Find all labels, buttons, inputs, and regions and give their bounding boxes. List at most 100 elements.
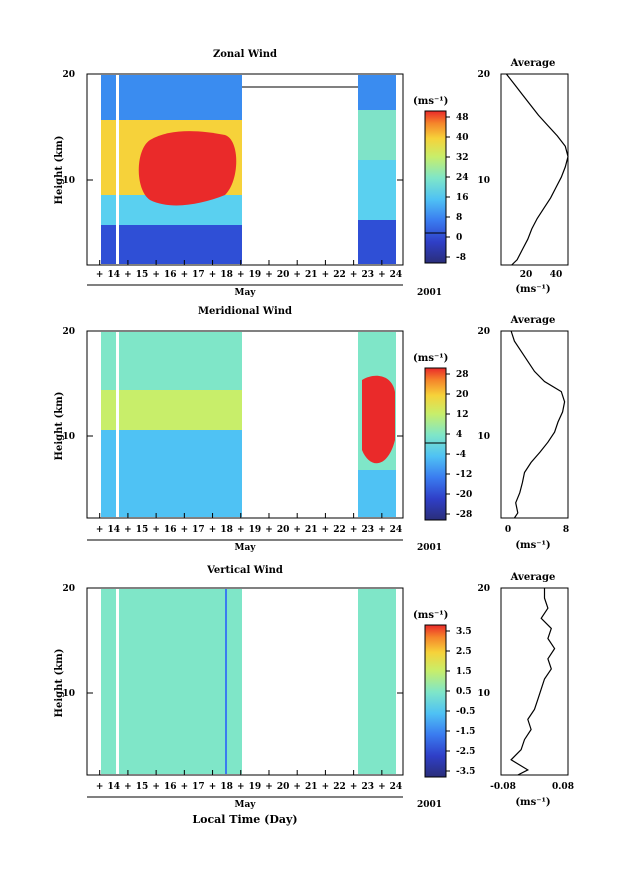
day-separator-mark: + — [293, 525, 301, 535]
panel-title: Vertical Wind — [206, 565, 283, 576]
month-label: May — [234, 288, 256, 298]
colorbar-unit: (ms⁻¹) — [413, 610, 448, 621]
vertical-average-profile-line — [510, 588, 556, 776]
meridional-left-band — [101, 390, 242, 430]
colorbar-tick-label: 16 — [456, 193, 469, 203]
day-separator-mark: + — [152, 525, 160, 535]
day-tick-label: 22 — [333, 525, 346, 535]
y-tick-10: 10 — [62, 689, 75, 699]
vertical-data-gap-line — [116, 589, 119, 774]
meridional-colorbar — [424, 367, 447, 521]
zonal-average-frame — [500, 73, 569, 266]
day-separator-mark: + — [378, 270, 386, 280]
y-axis-label: Height (km) — [54, 649, 65, 718]
avg-x-label: (ms⁻¹) — [515, 284, 550, 295]
colorbar-unit: (ms⁻¹) — [413, 96, 448, 107]
zonal-band-low — [101, 222, 242, 264]
day-separator-mark: + — [96, 525, 104, 535]
avg-x-tick: 40 — [550, 270, 563, 280]
day-tick-label: 19 — [249, 270, 262, 280]
day-tick-label: 14 — [108, 270, 121, 280]
y-tick-10: 10 — [62, 432, 75, 442]
vertical-colorbar-ticks: 3.5 2.5 1.5 0.5 -0.5 -1.5 -2.5 -3.5 — [446, 627, 475, 777]
colorbar-tick-label: 12 — [456, 410, 469, 420]
colorbar-tick-label: -28 — [456, 510, 472, 520]
avg-x-tick: 0 — [505, 525, 511, 535]
day-separator-mark: + — [293, 782, 301, 792]
day-separator-mark: + — [350, 782, 358, 792]
avg-y-tick-10: 10 — [477, 689, 490, 699]
zonal-colorbar-ticks: 48 40 32 24 16 8 0 -8 — [446, 113, 469, 263]
colorbar-tick-label: 48 — [456, 113, 469, 123]
vertical-day-axis: 14+ 15+ 16+ 17+ 18+ 19+ 20+ 21+ 22+ 23+ 24+ — [96, 770, 402, 792]
day-separator-mark: + — [237, 270, 245, 280]
panel-title: Zonal Wind — [213, 49, 277, 60]
zonal-plot-frame — [86, 73, 404, 266]
day-separator-mark: + — [378, 525, 386, 535]
day-separator-mark: + — [265, 270, 273, 280]
colorbar-tick-label: 4 — [456, 430, 462, 440]
day-tick-label: 18 — [220, 525, 233, 535]
y-tick-20: 20 — [62, 327, 75, 337]
panel-title: Meridional Wind — [198, 306, 292, 317]
day-tick-label: 20 — [277, 782, 290, 792]
day-separator-mark: + — [124, 525, 132, 535]
day-separator-mark: + — [350, 270, 358, 280]
zonal-wind-panel: Zonal Wind 20 10 Height (km) (ms⁻¹) 484 — [54, 49, 569, 298]
day-tick-label: 16 — [164, 270, 177, 280]
meridional-right-core — [362, 375, 395, 464]
y-tick-10: 10 — [62, 176, 75, 186]
colorbar-tick-label: 0.5 — [456, 687, 472, 697]
y-tick-20: 20 — [62, 584, 75, 594]
day-tick-label: 22 — [333, 782, 346, 792]
y-tick-20: 20 — [62, 70, 75, 80]
day-separator-mark: + — [293, 270, 301, 280]
day-tick-label: 24 — [390, 270, 403, 280]
day-separator-mark: + — [124, 270, 132, 280]
day-tick-label: 24 — [390, 782, 403, 792]
vertical-average-frame — [500, 587, 569, 776]
day-tick-label: 23 — [361, 525, 374, 535]
colorbar-tick-label: -20 — [456, 490, 472, 500]
day-tick-label: 16 — [164, 525, 177, 535]
x-axis-label: Local Time (Day) — [192, 813, 297, 826]
month-label: May — [234, 800, 256, 810]
vertical-plot-frame — [86, 587, 404, 776]
zonal-right-mid — [358, 110, 396, 160]
colorbar-tick-label: 3.5 — [456, 627, 472, 637]
vertical-right-block — [358, 589, 396, 774]
day-separator-mark: + — [209, 782, 217, 792]
day-separator-mark: + — [152, 270, 160, 280]
day-separator-mark: + — [322, 270, 330, 280]
day-separator-mark: + — [265, 525, 273, 535]
vertical-left-block — [101, 589, 242, 774]
day-separator-mark: + — [265, 782, 273, 792]
colorbar-tick-label: -2.5 — [456, 747, 475, 757]
colorbar-tick-label: 2.5 — [456, 647, 472, 657]
zonal-right-top — [358, 75, 396, 110]
vertical-wind-panel: Vertical Wind 20 10 Height (km) (ms⁻¹) 3… — [54, 565, 574, 826]
colorbar-tick-label: 24 — [456, 173, 469, 183]
meridional-plot-frame — [86, 330, 404, 519]
vertical-colorbar — [424, 624, 447, 778]
colorbar-tick-label: 40 — [456, 133, 469, 143]
day-tick-label: 19 — [249, 782, 262, 792]
avg-y-tick-10: 10 — [477, 432, 490, 442]
avg-y-tick-20: 20 — [477, 327, 490, 337]
zonal-average-profile-line — [505, 73, 569, 266]
day-separator-mark: + — [237, 782, 245, 792]
day-separator-mark: + — [96, 782, 104, 792]
year-label: 2001 — [417, 543, 442, 553]
meridional-left-lower — [101, 430, 242, 517]
day-separator-mark: + — [237, 525, 245, 535]
colorbar-tick-label: 8 — [456, 213, 462, 223]
meridional-colorbar-ticks: 28 20 12 4 -4 -12 -20 -28 — [446, 370, 472, 520]
avg-x-tick: 20 — [520, 270, 533, 280]
vertical-dark-stripe — [225, 589, 227, 774]
avg-x-label: (ms⁻¹) — [515, 540, 550, 551]
meridional-data-gap-line — [116, 332, 119, 517]
average-title: Average — [510, 572, 556, 583]
day-separator-mark: + — [209, 270, 217, 280]
day-separator-mark: + — [152, 782, 160, 792]
day-separator-mark: + — [96, 270, 104, 280]
